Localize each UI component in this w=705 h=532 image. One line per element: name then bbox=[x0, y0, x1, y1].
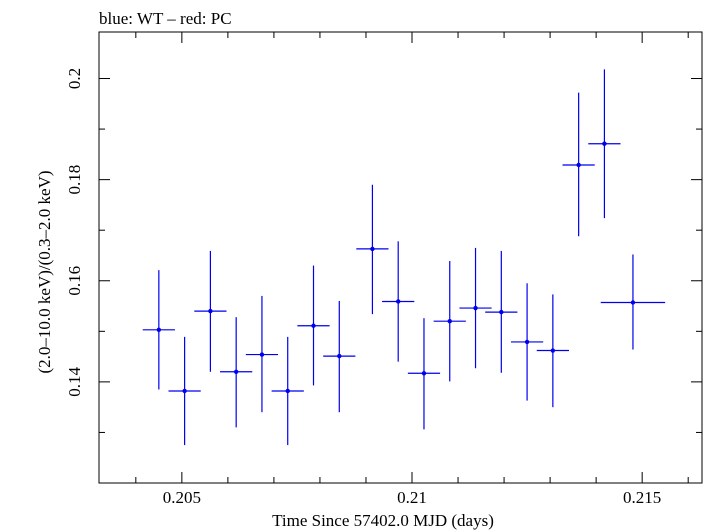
data-point bbox=[168, 336, 201, 446]
data-point bbox=[536, 294, 569, 408]
x-tick-label: 0.205 bbox=[163, 488, 201, 507]
data-point bbox=[194, 250, 227, 372]
data-points bbox=[142, 69, 666, 446]
data-marker bbox=[602, 141, 607, 146]
data-point bbox=[407, 318, 441, 430]
data-point bbox=[142, 270, 175, 390]
data-marker bbox=[182, 388, 187, 394]
data-marker bbox=[285, 388, 290, 394]
data-point bbox=[600, 254, 666, 350]
data-marker bbox=[395, 299, 401, 304]
data-marker bbox=[447, 319, 452, 324]
data-point bbox=[323, 300, 356, 413]
data-marker bbox=[550, 348, 556, 353]
data-marker bbox=[337, 353, 342, 359]
x-tick-label: 0.215 bbox=[623, 488, 661, 507]
y-tick-label: 0.16 bbox=[65, 266, 84, 296]
data-point bbox=[588, 69, 621, 219]
data-marker bbox=[156, 327, 162, 333]
data-point bbox=[510, 283, 544, 401]
data-marker bbox=[233, 369, 239, 374]
data-point bbox=[562, 92, 595, 237]
data-point bbox=[356, 184, 389, 315]
data-marker bbox=[576, 162, 581, 168]
data-marker bbox=[630, 300, 636, 305]
data-point bbox=[271, 336, 304, 446]
plot-frame bbox=[98, 31, 703, 484]
data-marker bbox=[499, 309, 504, 315]
y-tick-label: 0.14 bbox=[65, 367, 84, 397]
data-marker bbox=[473, 305, 478, 311]
y-axis-ticks: 0.14 0.16 0.18 0.2 bbox=[65, 68, 702, 433]
data-marker bbox=[524, 339, 530, 345]
data-marker bbox=[370, 246, 375, 252]
data-point bbox=[433, 261, 466, 382]
x-axis-label: Time Since 57402.0 MJD (days) bbox=[272, 511, 494, 530]
data-marker bbox=[311, 323, 316, 328]
data-marker bbox=[208, 308, 213, 314]
data-point bbox=[485, 250, 518, 373]
data-marker bbox=[421, 371, 427, 376]
data-point bbox=[459, 247, 492, 369]
data-marker bbox=[259, 352, 265, 357]
y-tick-label: 0.2 bbox=[65, 68, 84, 89]
y-axis-label: (2.0–10.0 keV)/(0.3–2.0 keV) bbox=[35, 170, 54, 373]
data-point bbox=[297, 265, 330, 386]
data-point bbox=[245, 295, 279, 413]
data-point bbox=[220, 317, 253, 428]
x-axis-ticks: 0.205 0.21 0.215 bbox=[135, 32, 689, 507]
chart-title: blue: WT – red: PC bbox=[99, 9, 232, 28]
x-tick-label: 0.21 bbox=[397, 488, 427, 507]
data-point bbox=[382, 241, 415, 362]
y-tick-label: 0.18 bbox=[65, 165, 84, 195]
